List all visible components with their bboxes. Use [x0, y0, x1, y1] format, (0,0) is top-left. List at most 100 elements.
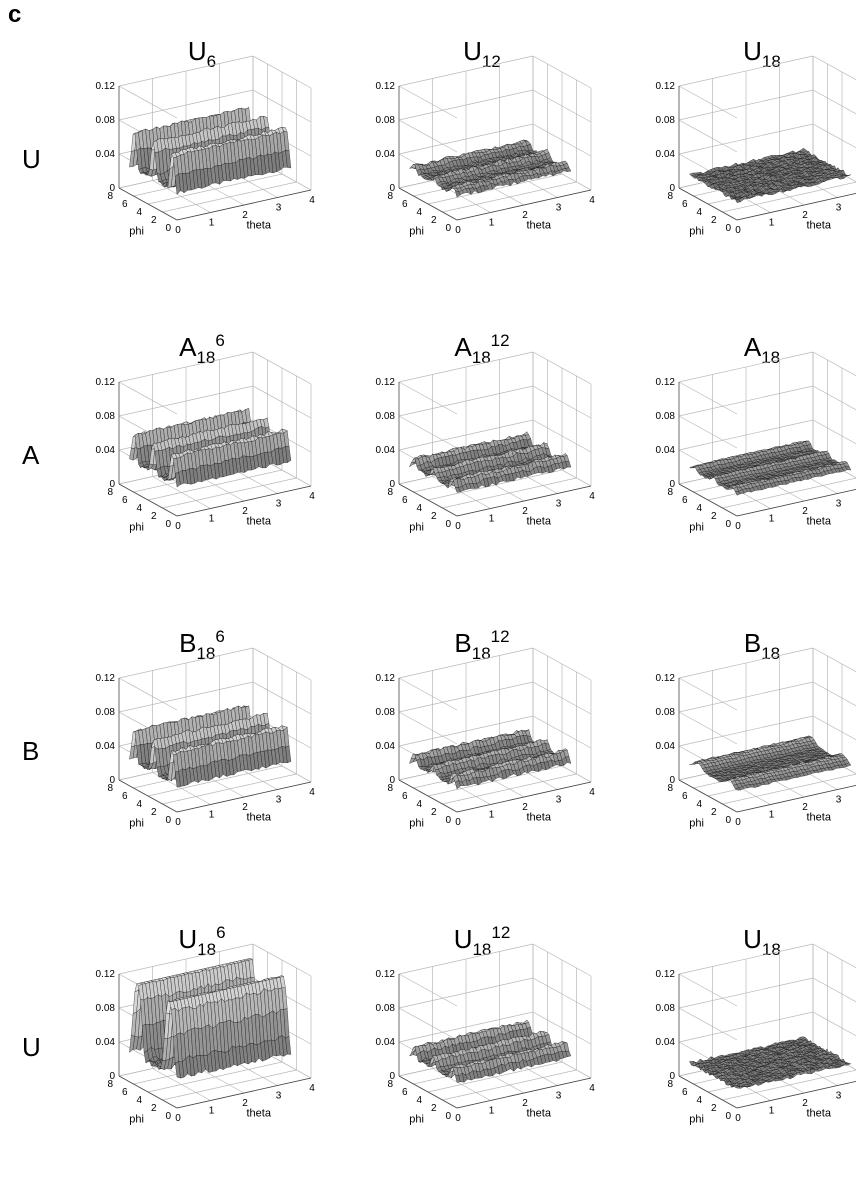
theta-axis-line	[736, 1080, 856, 1109]
theta-tick-label: 2	[522, 802, 528, 813]
theta-axis-line	[176, 189, 312, 221]
theta-tick-label: 3	[836, 499, 842, 510]
row-label: U	[22, 1032, 41, 1062]
phi-axis-line	[118, 483, 178, 517]
z-tick-label: 0.08	[376, 115, 396, 126]
theta-axis-label: theta	[806, 812, 831, 824]
panel-title: A1812	[454, 331, 509, 367]
theta-axis-label: theta	[526, 516, 551, 528]
theta-axis-label: theta	[246, 220, 271, 232]
theta-tick-label: 3	[556, 203, 562, 214]
theta-tick-label: 1	[209, 810, 215, 821]
surface-mesh	[129, 408, 292, 488]
z-tick-label: 0	[669, 479, 675, 490]
phi-tick-label: 8	[107, 783, 113, 794]
phi-axis-line	[678, 1075, 738, 1109]
phi-tick-label: 8	[387, 487, 393, 498]
z-tick-label: 0.04	[376, 445, 396, 456]
theta-axis-label: theta	[526, 220, 551, 232]
phi-tick-label: 0	[165, 223, 171, 234]
z-tick-label: 0.12	[96, 969, 116, 980]
axes-grid	[678, 351, 856, 517]
z-tick-label: 0	[669, 775, 675, 786]
z-tick-label: 0.12	[376, 969, 396, 980]
theta-tick-label: 0	[455, 1113, 461, 1124]
phi-tick-label: 4	[696, 799, 702, 810]
theta-tick-label: 2	[242, 1098, 248, 1109]
phi-tick-label: 4	[696, 1095, 702, 1106]
row-label: B	[22, 736, 39, 766]
panel-title: U12	[463, 36, 501, 71]
phi-axis-label: phi	[129, 1114, 144, 1126]
z-tick-label: 0.04	[96, 741, 116, 752]
z-tick-label: 0.04	[656, 445, 676, 456]
z-tick-label: 0.08	[96, 115, 116, 126]
axes-grid	[398, 943, 592, 1109]
phi-axis-line	[118, 187, 178, 221]
panel-title: U6	[188, 36, 216, 71]
axes-grid	[678, 55, 856, 221]
theta-tick-label: 1	[209, 1106, 215, 1117]
phi-tick-label: 4	[416, 207, 422, 218]
theta-tick-label: 1	[769, 218, 775, 229]
panel-title: U18	[743, 924, 781, 959]
theta-tick-label: 2	[522, 506, 528, 517]
phi-tick-label: 6	[682, 495, 688, 506]
phi-tick-label: 0	[445, 223, 451, 234]
phi-tick-label: 0	[445, 519, 451, 530]
surface-mesh	[408, 139, 572, 198]
surface-mesh	[129, 705, 292, 788]
phi-tick-label: 8	[387, 191, 393, 202]
z-tick-label: 0.08	[96, 1003, 116, 1014]
phi-tick-label: 6	[682, 791, 688, 802]
surface-mesh	[689, 735, 852, 791]
phi-tick-label: 2	[711, 511, 717, 522]
phi-tick-label: 4	[416, 799, 422, 810]
surface-mesh	[688, 440, 852, 496]
phi-tick-label: 6	[682, 199, 688, 210]
panels: U600.040.080.120123402468thetaphiU1200.0…	[96, 36, 856, 1126]
phi-axis-line	[398, 187, 458, 221]
z-tick-label: 0.04	[96, 1037, 116, 1048]
phi-tick-label: 6	[122, 791, 128, 802]
phi-axis-label: phi	[129, 226, 144, 238]
theta-axis-line	[176, 781, 312, 813]
z-tick-label: 0.04	[376, 741, 396, 752]
theta-axis-label: theta	[246, 516, 271, 528]
phi-tick-label: 0	[165, 815, 171, 826]
theta-tick-label: 3	[836, 795, 842, 806]
phi-tick-label: 2	[431, 511, 437, 522]
theta-axis-line	[456, 485, 592, 517]
phi-tick-label: 6	[682, 1087, 688, 1098]
z-tick-label: 0.12	[656, 969, 676, 980]
phi-tick-label: 8	[667, 1079, 673, 1090]
surface-mesh	[129, 958, 292, 1079]
theta-tick-label: 3	[276, 203, 282, 214]
theta-tick-label: 2	[522, 210, 528, 221]
axes-grid	[678, 647, 856, 813]
theta-tick-label: 1	[489, 218, 495, 229]
theta-tick-label: 0	[175, 225, 181, 236]
z-tick-label: 0.12	[96, 377, 116, 388]
z-tick-label: 0.12	[656, 81, 676, 92]
phi-tick-label: 2	[431, 1103, 437, 1114]
phi-axis-line	[678, 779, 738, 813]
phi-tick-label: 4	[136, 207, 142, 218]
panel-title: B186	[179, 627, 225, 663]
axes-grid	[678, 943, 856, 1109]
surface-mesh	[408, 1019, 572, 1083]
theta-axis-line	[736, 192, 856, 221]
phi-tick-label: 4	[696, 503, 702, 514]
phi-axis-line	[398, 483, 458, 517]
theta-tick-label: 2	[242, 210, 248, 221]
phi-tick-label: 0	[165, 1111, 171, 1122]
theta-axis-line	[176, 1077, 312, 1109]
theta-tick-label: 0	[175, 521, 181, 532]
phi-tick-label: 8	[667, 487, 673, 498]
z-tick-label: 0.04	[96, 445, 116, 456]
phi-axis-line	[678, 187, 738, 221]
